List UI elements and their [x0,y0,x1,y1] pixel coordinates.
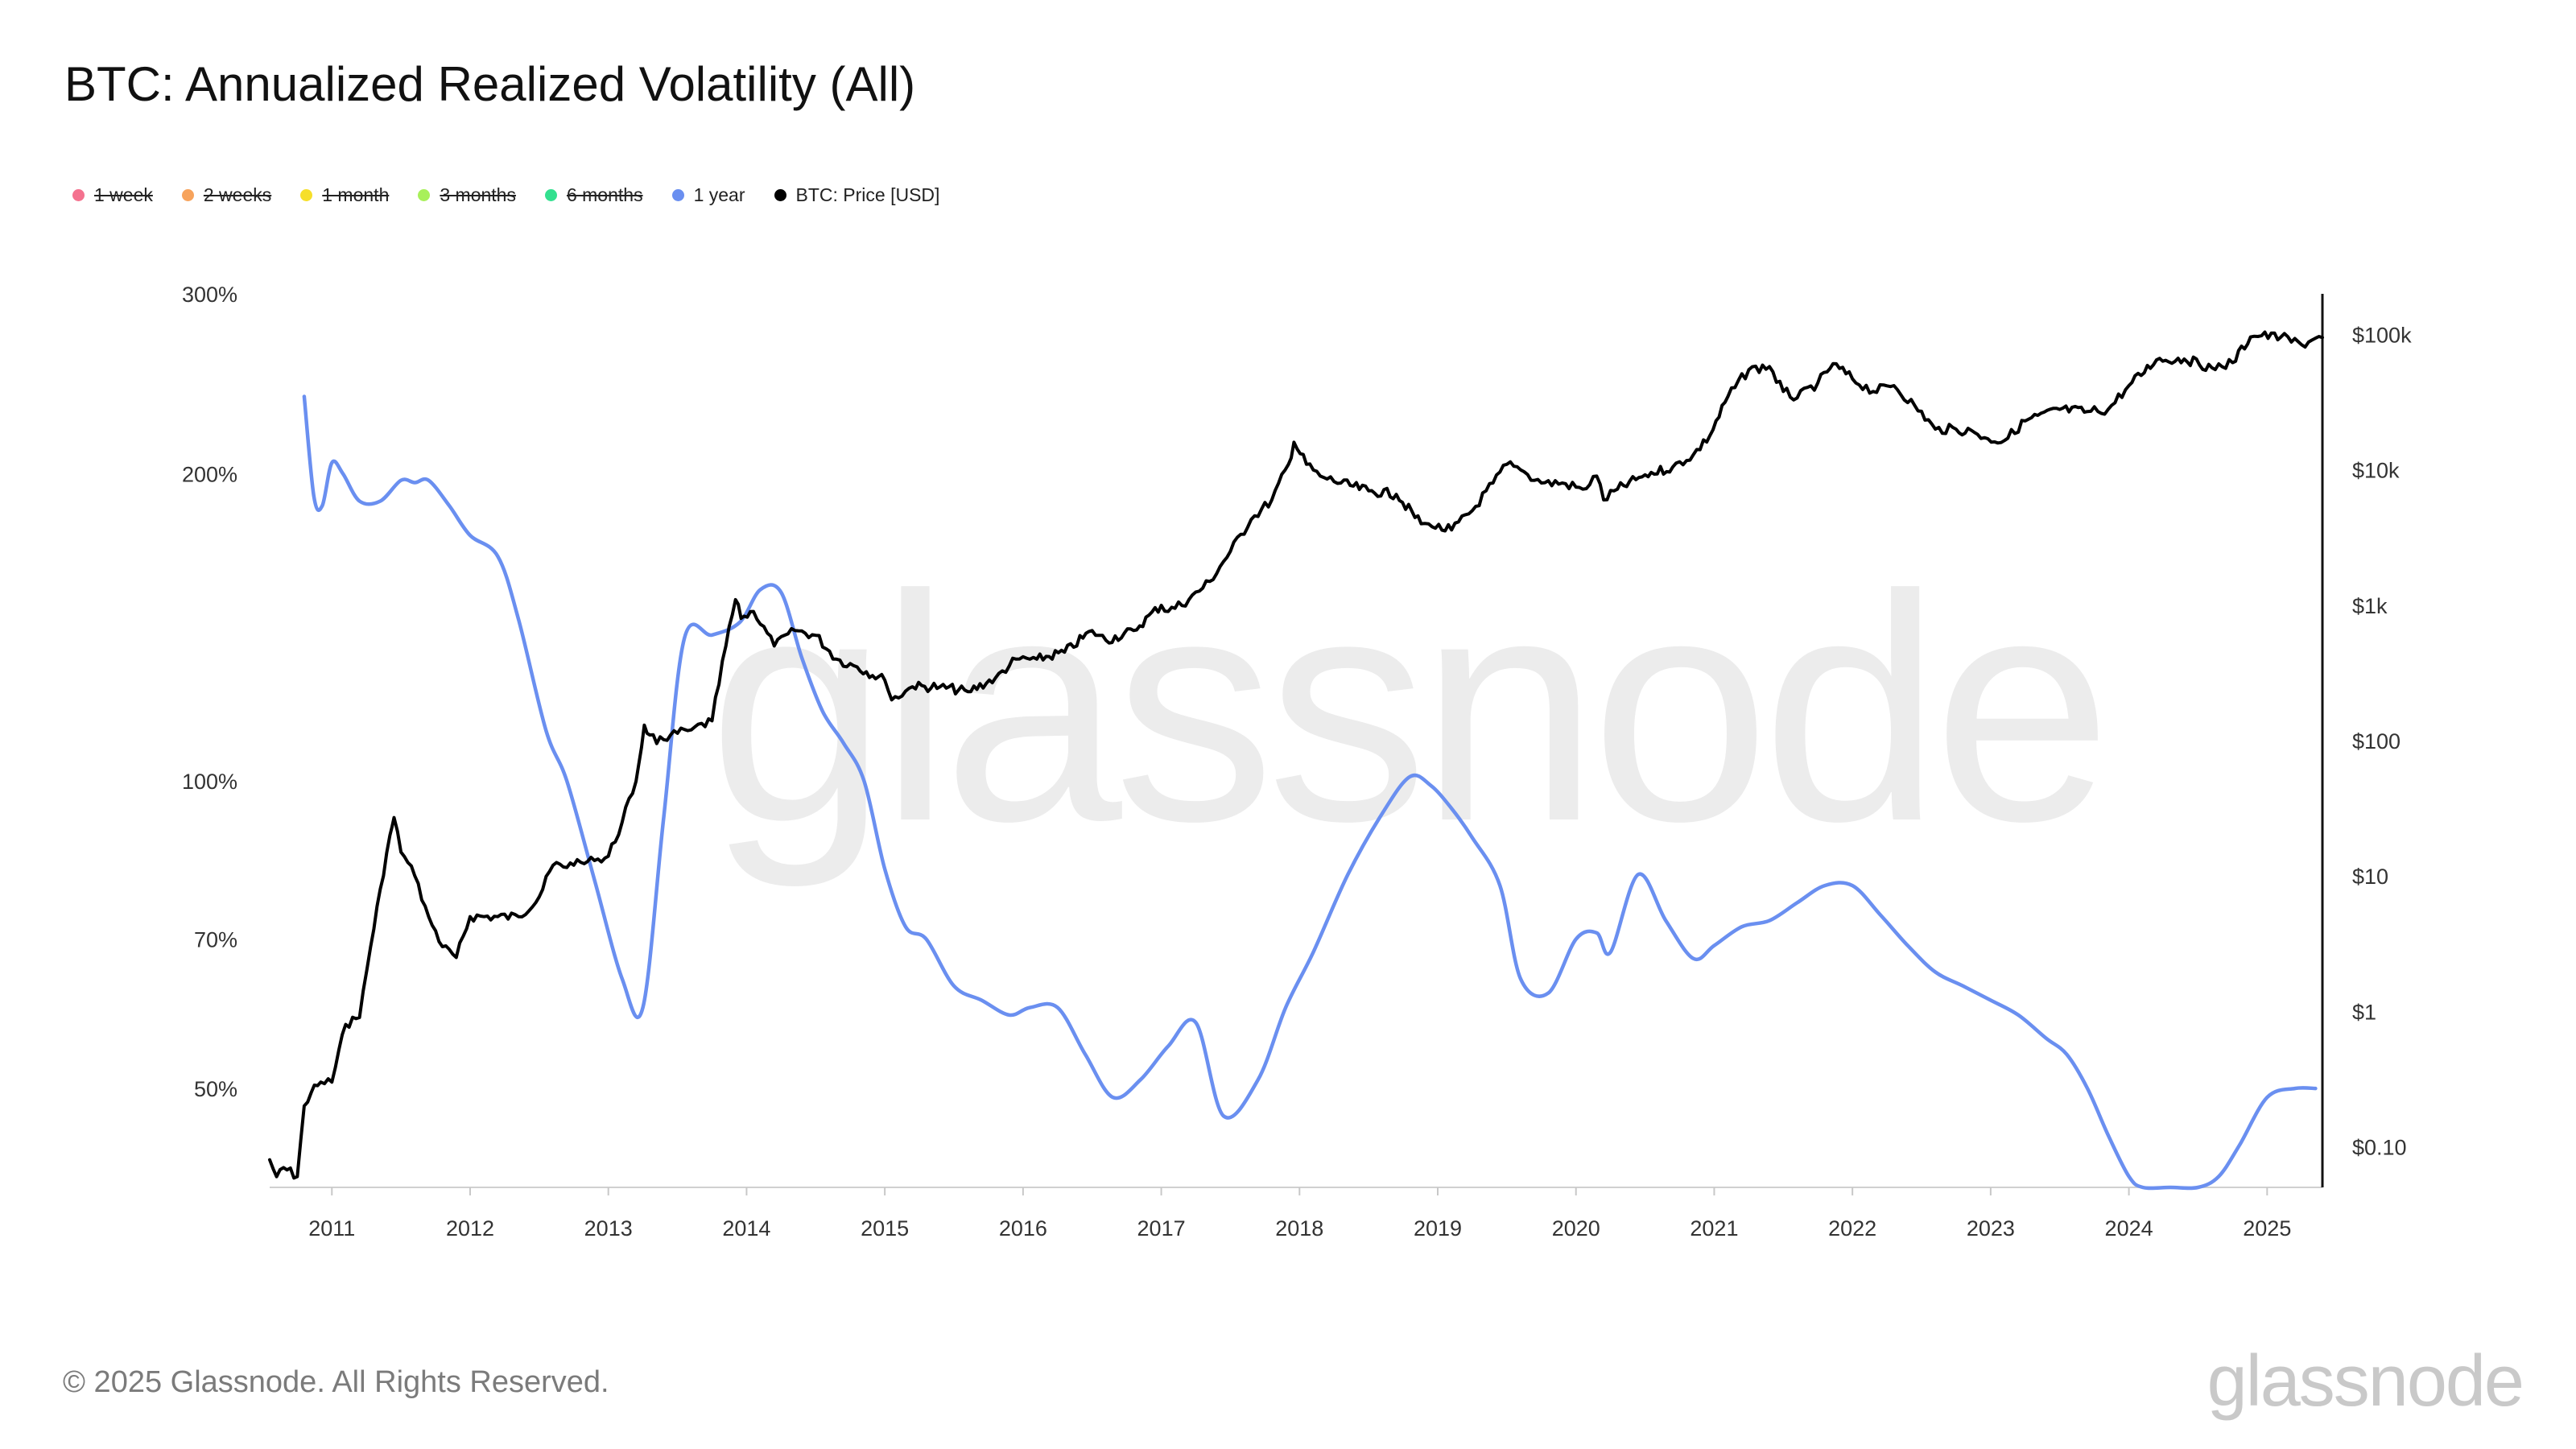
y-left-tick-label: 50% [194,1077,237,1101]
legend-dot-icon [72,188,85,201]
y-right-tick-label: $10 [2352,865,2388,889]
y-right-tick-label: $10k [2352,459,2400,483]
y-left-tick-label: 200% [182,462,237,486]
y-left-tick-label: 100% [182,770,237,794]
x-tick-label: 2015 [861,1216,909,1241]
legend-item-btc-price[interactable]: BTC: Price [USD] [774,184,940,206]
legend-item-1-week[interactable]: 1 week [72,184,153,206]
legend-item-1-month[interactable]: 1 month [300,184,389,206]
y-left-tick-label: 300% [182,283,237,307]
legend: 1 week 2 weeks 1 month 3 months 6 months… [72,179,939,211]
x-tick-label: 2021 [1690,1216,1738,1241]
watermark: glassnode [708,528,2112,888]
legend-item-2-weeks[interactable]: 2 weeks [181,184,272,206]
series-line-btc-price [268,330,2324,1180]
x-tick-label: 2019 [1414,1216,1462,1241]
x-tick-label: 2020 [1552,1216,1600,1241]
legend-label: BTC: Price [USD] [795,184,940,205]
x-tick-label: 2011 [308,1216,355,1241]
chart-series [268,330,2324,1191]
legend-dot-icon [774,188,786,201]
legend-dot-icon [418,188,431,201]
x-tick-label: 2022 [1828,1216,1876,1241]
x-tick-label: 2013 [584,1216,633,1241]
legend-label: 1 month [322,184,390,205]
x-tick-label: 2018 [1275,1216,1323,1241]
x-tick-label: 2023 [1967,1216,2015,1241]
y-right-tick-label: $100 [2352,729,2401,753]
legend-label: 6 months [566,184,643,205]
legend-item-6-months[interactable]: 6 months [544,184,643,206]
legend-dot-icon [544,188,557,201]
y-right-tick-label: $1 [2352,1000,2376,1024]
brand-logo: glassnode [2207,1341,2524,1422]
x-tick-label: 2025 [2243,1216,2291,1241]
y-left-tick-label: 70% [194,928,237,952]
legend-item-3-months[interactable]: 3 months [418,184,516,206]
legend-dot-icon [671,188,684,201]
x-tick-label: 2012 [446,1216,494,1241]
x-tick-label: 2017 [1137,1216,1186,1241]
x-tick-label: 2014 [722,1216,770,1241]
y-right-tick-label: $1k [2352,594,2388,618]
legend-label: 1 year [693,184,745,205]
copyright-footer: © 2025 Glassnode. All Rights Reserved. [63,1365,609,1399]
chart-title: BTC: Annualized Realized Volatility (All… [64,57,916,111]
x-tick-label: 2024 [2105,1216,2153,1241]
legend-item-1-year[interactable]: 1 year [671,184,745,206]
y-right-tick-label: $0.10 [2352,1135,2407,1159]
legend-label: 3 months [440,184,516,205]
legend-label: 1 week [94,184,153,205]
y-right-tick-label: $100k [2352,324,2412,348]
x-tick-label: 2016 [999,1216,1047,1241]
series-line-1-year [302,394,2318,1191]
chart-axes: 2011 2012 2013 2014 2015 2016 2017 2018 2019 2020… [182,283,2412,1241]
legend-label: 2 weeks [203,184,272,205]
legend-dot-icon [181,188,194,201]
legend-dot-icon [300,188,313,201]
